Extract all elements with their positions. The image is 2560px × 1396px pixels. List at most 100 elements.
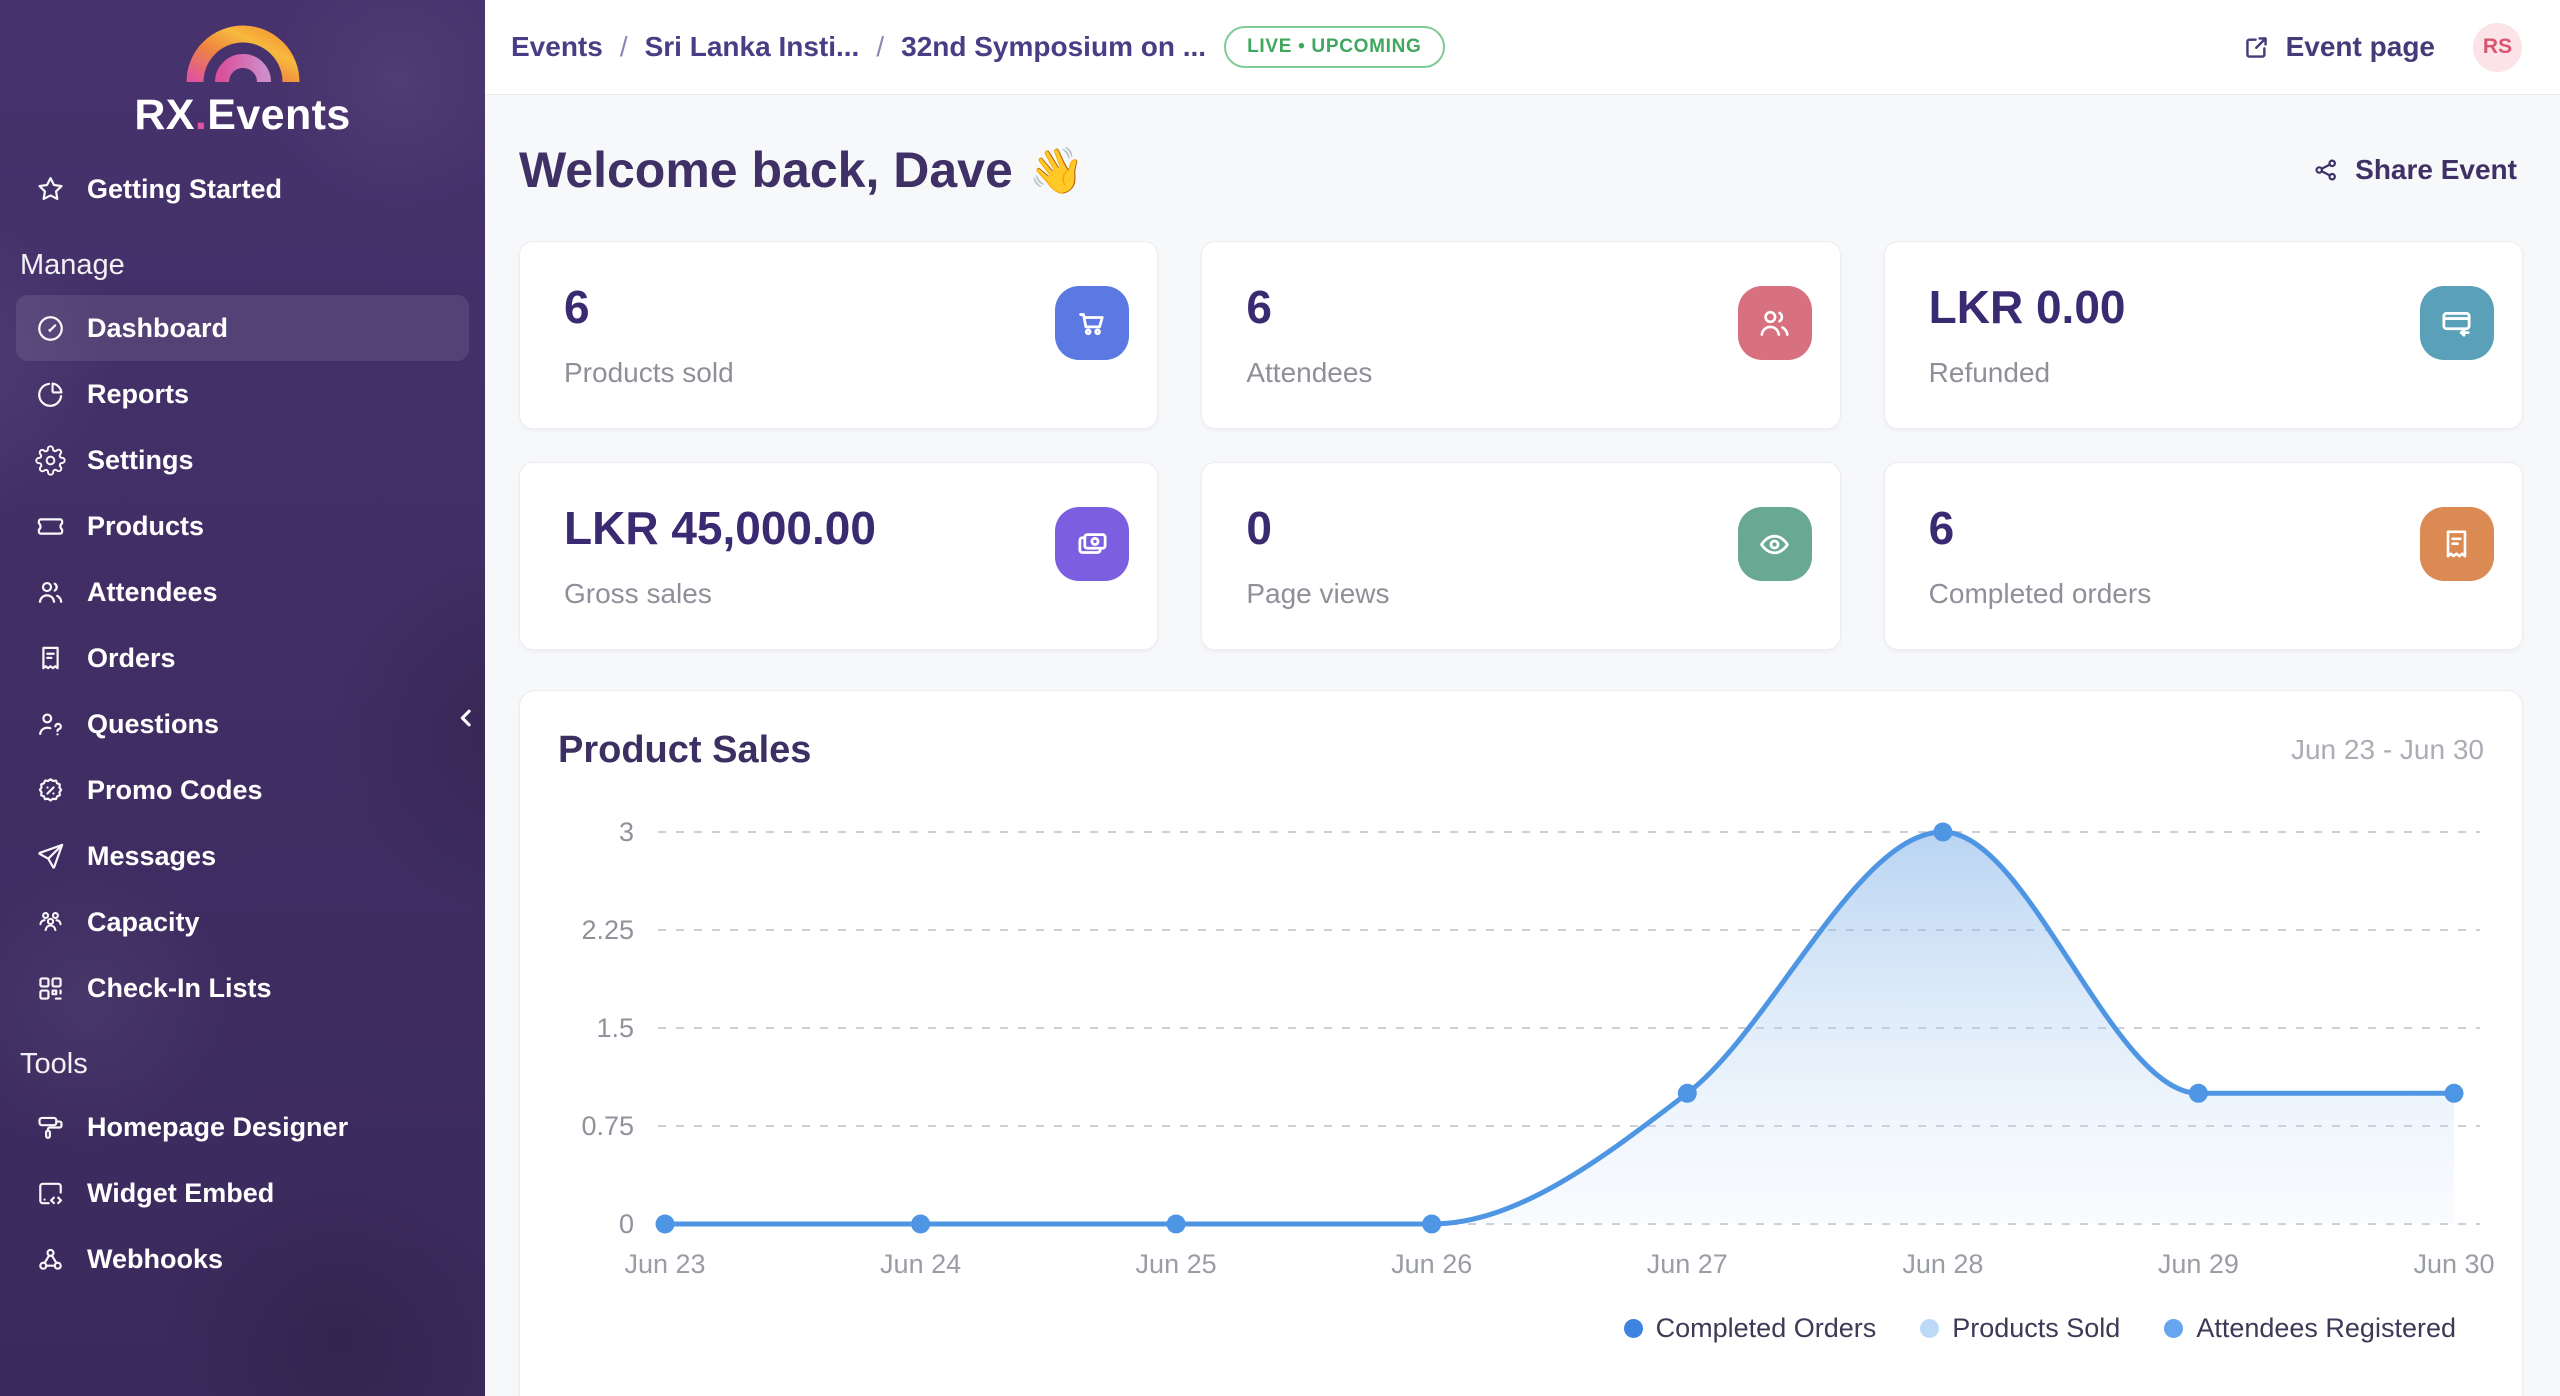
sidebar-item-dashboard[interactable]: Dashboard (16, 295, 469, 361)
stat-value: LKR 0.00 (1928, 281, 2126, 333)
breadcrumb: Events / Sri Lanka Insti... / 32nd Symposium… (511, 31, 1206, 63)
wave-emoji: 👋 (1028, 144, 1085, 196)
sidebar-item-label: Orders (87, 642, 176, 673)
sidebar-item-widget-embed[interactable]: Widget Embed (16, 1160, 469, 1226)
eye-icon (1756, 526, 1793, 563)
sidebar-item-capacity[interactable]: Capacity (16, 889, 469, 955)
stat-tile (2419, 286, 2494, 360)
breadcrumb-item-2[interactable]: 32nd Symposium on ... (901, 31, 1207, 62)
stat-tile (1737, 286, 1812, 360)
external-link-icon (2242, 33, 2271, 62)
people-icon (1756, 305, 1793, 342)
sidebar-item-label: Capacity (87, 906, 200, 937)
sidebar-collapse-button[interactable] (447, 700, 485, 738)
stat-label: Products sold (564, 357, 734, 388)
sidebar-section-tools: Tools (20, 1048, 88, 1080)
share-event-label: Share Event (2355, 154, 2517, 185)
sidebar-item-getting-started[interactable]: Getting Started (16, 156, 469, 222)
breadcrumb-separator: / (619, 31, 628, 62)
event-page-label: Event page (2285, 31, 2435, 62)
stat-tile (1055, 286, 1130, 360)
stat-value: 6 (1928, 502, 1955, 554)
event-page-button[interactable]: Event page (2236, 30, 2441, 64)
sidebar-item-label: Products (87, 510, 205, 541)
stats-grid: 6 Products sold 6 Attendees LKR 0.00 Ref… (519, 241, 2523, 650)
stat-value: 6 (564, 281, 590, 333)
legend-item-completed-orders[interactable]: Completed Orders (1623, 1313, 1876, 1344)
widget-code-icon (35, 1178, 66, 1209)
sidebar-item-label: Settings (87, 444, 194, 475)
page-title: Welcome back, Dave 👋 (519, 142, 1085, 198)
sidebar-item-webhooks[interactable]: Webhooks (16, 1226, 469, 1292)
product-sales-chart: 0 0.75 1.5 2.25 3 Jun 23 Jun 24 Jun 25 Jun 26 Jun… (558, 785, 2494, 1297)
rainbow-arch-icon (182, 22, 304, 86)
stat-label: Attendees (1246, 357, 1373, 388)
sidebar-item-check-in-lists[interactable]: Check-In Lists (16, 955, 469, 1021)
legend-item-products-sold[interactable]: Products Sold (1920, 1313, 2120, 1344)
chevron-left-icon (449, 701, 483, 735)
sidebar-item-messages[interactable]: Messages (16, 823, 469, 889)
star-icon (35, 174, 66, 205)
sidebar-item-products[interactable]: Products (16, 493, 469, 559)
stat-label: Completed orders (1928, 578, 2152, 609)
share-event-button[interactable]: Share Event (2306, 153, 2523, 187)
svg-text:Jun 23: Jun 23 (624, 1249, 705, 1279)
stat-label: Refunded (1928, 357, 2051, 388)
cart-icon (1074, 305, 1111, 342)
stat-card-completed-orders: 6 Completed orders (1883, 462, 2523, 650)
svg-text:0: 0 (619, 1209, 634, 1239)
svg-text:Jun 30: Jun 30 (2413, 1249, 2494, 1279)
sidebar-item-label: Messages (87, 840, 217, 871)
sidebar-item-label: Reports (87, 378, 190, 409)
webhook-icon (35, 1244, 66, 1275)
legend-dot-icon (1623, 1319, 1643, 1338)
sidebar-item-label: Questions (87, 708, 220, 739)
stat-card-products-sold: 6 Products sold (519, 241, 1159, 429)
svg-text:Jun 26: Jun 26 (1391, 1249, 1472, 1279)
sidebar-item-label: Promo Codes (87, 774, 263, 805)
chart-title: Product Sales (558, 728, 812, 771)
breadcrumb-item-1[interactable]: Sri Lanka Insti... (644, 31, 860, 62)
pie-chart-icon (35, 379, 66, 410)
svg-text:2.25: 2.25 (581, 915, 634, 945)
paper-plane-icon (35, 841, 66, 872)
chart-date-range: Jun 23 - Jun 30 (2290, 734, 2484, 765)
status-badge: LIVE • UPCOMING (1224, 26, 1445, 68)
stat-value: 0 (1246, 502, 1272, 554)
gauge-icon (35, 313, 66, 344)
sidebar-item-settings[interactable]: Settings (16, 427, 469, 493)
stat-tile (1737, 507, 1812, 581)
sidebar-item-label: Dashboard (87, 312, 229, 343)
sidebar-item-questions[interactable]: Questions (16, 691, 469, 757)
receipt-icon (2438, 526, 2475, 563)
svg-text:0.75: 0.75 (581, 1111, 634, 1141)
legend-item-attendees-registered[interactable]: Attendees Registered (2164, 1313, 2456, 1344)
sidebar-section-manage: Manage (20, 249, 125, 281)
stat-label: Gross sales (564, 578, 712, 609)
sidebar-item-attendees[interactable]: Attendees (16, 559, 469, 625)
sidebar-item-label: Webhooks (87, 1243, 224, 1274)
ticket-icon (35, 511, 66, 542)
stat-value: LKR 45,000.00 (564, 502, 876, 554)
sidebar-item-reports[interactable]: Reports (16, 361, 469, 427)
sidebar-item-label: Widget Embed (87, 1177, 275, 1208)
sidebar: RX.Events Getting Started Manage Dashboard… (0, 0, 485, 1396)
topbar-right: Event page RS (2236, 22, 2522, 72)
stat-card-gross-sales: LKR 45,000.00 Gross sales (519, 462, 1159, 650)
sidebar-item-promo-codes[interactable]: Promo Codes (16, 757, 469, 823)
qr-code-icon (35, 973, 66, 1004)
stat-value: 6 (1246, 281, 1272, 333)
chart-legend: Completed Orders Products Sold Attendees… (558, 1313, 2484, 1344)
breadcrumb-item-0[interactable]: Events (511, 31, 603, 62)
sidebar-item-homepage-designer[interactable]: Homepage Designer (16, 1094, 469, 1160)
legend-label: Attendees Registered (2196, 1313, 2456, 1343)
share-icon (2312, 156, 2340, 184)
sidebar-item-orders[interactable]: Orders (16, 625, 469, 691)
sidebar-item-label: Getting Started (87, 173, 283, 204)
paint-roller-icon (35, 1112, 66, 1143)
people-icon (35, 577, 66, 608)
legend-dot-icon (2164, 1319, 2184, 1338)
avatar[interactable]: RS (2473, 22, 2522, 72)
discount-badge-icon (35, 775, 66, 806)
person-question-icon (35, 709, 66, 740)
